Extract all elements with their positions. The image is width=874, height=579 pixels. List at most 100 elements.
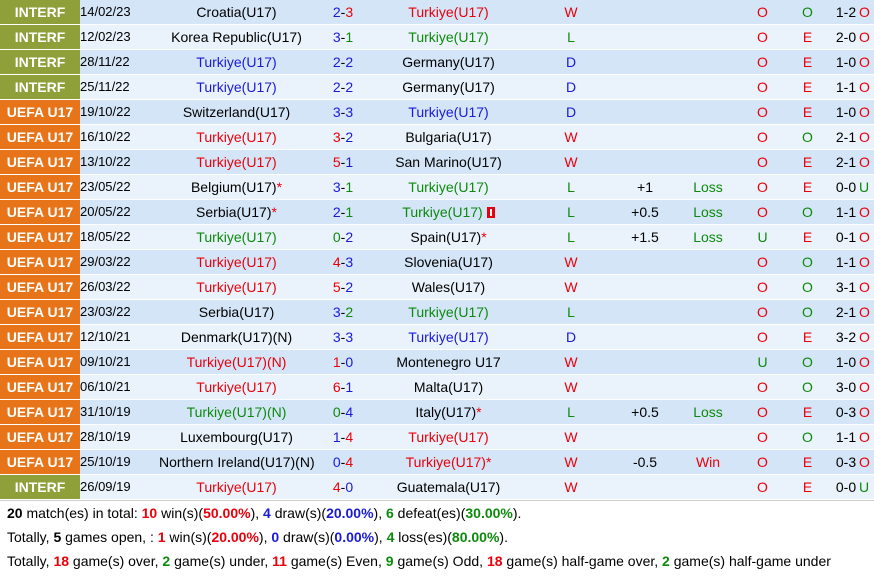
odd-even-text: O [802,304,813,320]
league-badge: UEFA U17 [0,224,80,250]
table-row[interactable]: INTERF 25/11/22 Turkiye(U17) 2-2 Germany(U17… [0,74,874,100]
table-row[interactable]: UEFA U17 12/10/21 Denmark(U17)(N) 3-3 Turkiy… [0,324,874,350]
half-over-under: O [859,399,874,425]
handicap-result [673,24,743,50]
favorite-marker: * [271,204,277,220]
table-row[interactable]: UEFA U17 09/10/21 Turkiye(U17)(N) 1-0 Monten… [0,349,874,375]
odd-even: O [782,424,833,450]
away-team-text: Italy(U17) [415,404,477,420]
match-result: W [525,124,617,150]
match-result-text: D [565,329,577,345]
over-under-text: O [757,404,768,420]
table-row[interactable]: INTERF 28/11/22 Turkiye(U17) 2-2 Germany(U17… [0,49,874,75]
score: 1-4 [314,424,372,450]
away-team: Turkiye(U17) [372,299,525,325]
table-row[interactable]: UEFA U17 23/05/22 Belgium(U17)* 3-1 Turkiye(… [0,174,874,200]
home-team: Korea Republic(U17) [159,24,314,50]
odd-even-text: E [802,154,813,170]
over-under: O [743,374,782,400]
handicap-result [673,474,743,500]
match-result-text: D [565,104,577,120]
half-over-under: O [859,124,874,150]
match-date-text: 25/10/19 [80,454,131,469]
match-date: 23/03/22 [80,299,159,325]
favorite-marker: * [476,404,482,420]
half-over-under: O [859,24,874,50]
home-team: Turkiye(U17) [159,149,314,175]
handicap-result [673,274,743,300]
half-over-under-text: O [859,29,870,45]
handicap-result-text: Loss [693,179,723,195]
handicap-result: Loss [673,399,743,425]
away-team: Turkiye(U17) [372,424,525,450]
odd-even: E [782,449,833,475]
favorite-marker: * [481,229,487,245]
odd-even: E [782,99,833,125]
match-result-text: L [567,179,575,195]
table-row[interactable]: UEFA U17 23/03/22 Serbia(U17) 3-2 Turkiye(U1… [0,299,874,325]
half-time-score-text: 1-1 [835,429,857,445]
table-row[interactable]: UEFA U17 29/03/22 Turkiye(U17) 4-3 Slovenia(… [0,249,874,275]
match-result: W [525,474,617,500]
home-team-text: Denmark(U17)(N) [180,329,293,345]
away-team: Bulgaria(U17) [372,124,525,150]
half-over-under: O [859,274,874,300]
half-over-under: O [859,49,874,75]
match-result-text: W [564,454,578,470]
home-team-text: Belgium(U17) [190,179,277,195]
table-row[interactable]: INTERF 26/09/19 Turkiye(U17) 4-0 Guatemala(U… [0,474,874,500]
table-row[interactable]: INTERF 14/02/23 Croatia(U17) 2-3 Turkiye(U17… [0,0,874,25]
match-result-text: W [564,379,578,395]
league-badge-text: UEFA U17 [6,129,74,145]
half-over-under: U [859,174,874,200]
odd-even-text: E [802,404,813,420]
table-row[interactable]: UEFA U17 28/10/19 Luxembourg(U17) 1-4 Turkiy… [0,424,874,450]
away-team-text: Montenegro U17 [396,354,501,370]
half-time-score-text: 3-2 [835,329,857,345]
home-team-text: Switzerland(U17) [182,104,291,120]
league-badge-text: UEFA U17 [6,354,74,370]
match-date: 18/05/22 [80,224,159,250]
match-result-text: W [564,429,578,445]
away-team: Wales(U17) [372,274,525,300]
over-under: O [743,49,782,75]
table-row[interactable]: UEFA U17 26/03/22 Turkiye(U17) 5-2 Wales(U17… [0,274,874,300]
over-under-text: O [757,254,768,270]
match-history-table: INTERF 14/02/23 Croatia(U17) 2-3 Turkiye(U17… [0,0,874,500]
table-row[interactable]: UEFA U17 06/10/21 Turkiye(U17) 6-1 Malta(U17… [0,374,874,400]
away-team: Spain(U17)* [372,224,525,250]
home-team: Turkiye(U17) [159,74,314,100]
handicap [617,0,673,25]
table-row[interactable]: UEFA U17 19/10/22 Switzerland(U17) 3-3 Turki… [0,99,874,125]
match-date: 26/03/22 [80,274,159,300]
over-under: O [743,249,782,275]
table-row[interactable]: UEFA U17 25/10/19 Northern Ireland(U17)(N)… [0,449,874,475]
odd-even: O [782,249,833,275]
home-team-text: Turkiye(U17)(N) [186,404,287,420]
half-time-score-text: 3-1 [835,279,857,295]
odd-even: E [782,174,833,200]
match-result-text: W [564,254,578,270]
match-result: W [525,424,617,450]
league-badge-text: UEFA U17 [6,429,74,445]
handicap-text: -0.5 [632,454,658,470]
handicap-result [673,374,743,400]
half-over-under: O [859,224,874,250]
table-row[interactable]: UEFA U17 18/05/22 Turkiye(U17) 0-2 Spain(U17… [0,224,874,250]
match-date-text: 18/05/22 [80,229,131,244]
odd-even-text: E [802,29,813,45]
table-row[interactable]: UEFA U17 16/10/22 Turkiye(U17) 3-2 Bulgaria(… [0,124,874,150]
table-row[interactable]: UEFA U17 13/10/22 Turkiye(U17) 5-1 San Marin… [0,149,874,175]
over-under: O [743,474,782,500]
away-team-text: Turkiye(U17) [408,179,489,195]
half-time-score: 2-0 [833,24,859,50]
table-row[interactable]: UEFA U17 20/05/22 Serbia(U17)* 2-1 Turkiye(U… [0,199,874,225]
odd-even: E [782,149,833,175]
table-row[interactable]: INTERF 12/02/23 Korea Republic(U17) 3-1 Turk… [0,24,874,50]
table-row[interactable]: UEFA U17 31/10/19 Turkiye(U17)(N) 0-4 Italy(… [0,399,874,425]
handicap-result [673,124,743,150]
handicap-result [673,349,743,375]
half-over-under-text: O [859,154,870,170]
away-team-text: Guatemala(U17) [396,479,501,495]
home-team-text: Korea Republic(U17) [171,29,302,45]
